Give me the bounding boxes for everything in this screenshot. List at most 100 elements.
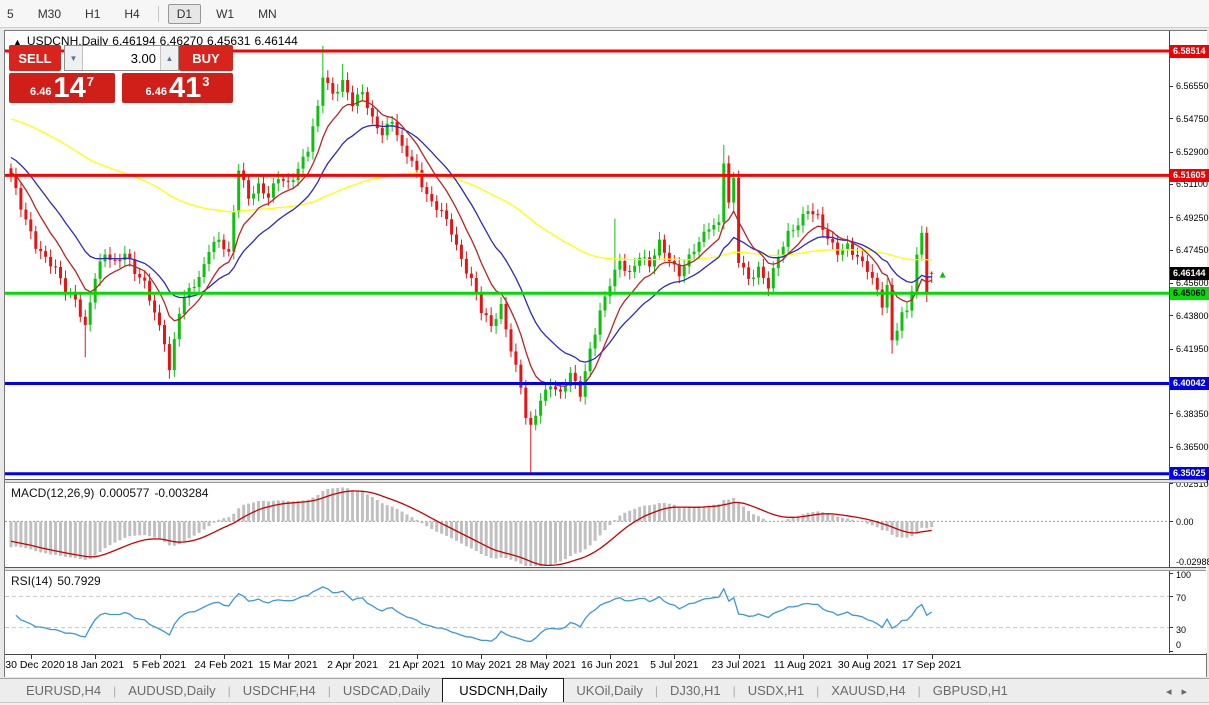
price-plot[interactable] bbox=[5, 31, 1169, 479]
price-tick-label: 6.45600 bbox=[1176, 278, 1209, 289]
macd-rsi-splitter[interactable] bbox=[5, 567, 1206, 571]
date-label: 5 Feb 2021 bbox=[132, 659, 187, 671]
date-label: 28 May 2021 bbox=[515, 659, 576, 671]
price-tick-label: 6.49250 bbox=[1176, 212, 1209, 223]
macd-tick-mark bbox=[1170, 482, 1173, 484]
timeframe-button-5[interactable]: 5 bbox=[7, 6, 14, 21]
date-label: 15 Mar 2021 bbox=[258, 659, 318, 671]
chart-tab-dj30-h1[interactable]: DJ30,H1 bbox=[670, 683, 721, 698]
price-tick-label: 6.52900 bbox=[1176, 147, 1209, 158]
timeframe-button-MN[interactable]: MN bbox=[258, 6, 277, 21]
price-tick-mark bbox=[1170, 217, 1173, 219]
chart-tab-ukoil-daily[interactable]: UKOil,Daily bbox=[576, 683, 643, 698]
timeframe-button-W1[interactable]: W1 bbox=[216, 6, 235, 21]
chart-tab-usdx-h1[interactable]: USDX,H1 bbox=[747, 683, 805, 698]
ohlc-low: 6.45631 bbox=[207, 34, 251, 48]
price-tick-label: 6.41950 bbox=[1176, 344, 1209, 355]
price-tick-label: 6.38350 bbox=[1176, 408, 1209, 419]
chart-window[interactable]: ▲ USDCNH,Daily 6.46194 6.46270 6.45631 6.4614… bbox=[4, 30, 1209, 677]
volume-increase-button[interactable]: ▲ bbox=[160, 46, 178, 70]
tab-scroll-arrows[interactable]: ◂▸ bbox=[1166, 685, 1197, 698]
rsi-tick-mark bbox=[1170, 572, 1173, 574]
chart-tab-audusd-daily[interactable]: AUDUSD,Daily bbox=[128, 683, 216, 698]
buy-price-sup: 3 bbox=[202, 74, 210, 89]
price-tick-label: 6.36500 bbox=[1176, 442, 1209, 453]
macd-tick-label: 0.025108 bbox=[1176, 479, 1209, 489]
date-tick-mark bbox=[95, 655, 97, 659]
price-tick-mark bbox=[1170, 446, 1173, 448]
date-label: 21 Apr 2021 bbox=[388, 659, 446, 671]
macd-value-main: 0.000577 bbox=[99, 486, 150, 500]
rsi-tick-label: 0 bbox=[1176, 640, 1182, 650]
date-label: 11 Aug 2021 bbox=[773, 659, 833, 671]
tab-scroll-left-icon[interactable]: ◂ bbox=[1165, 686, 1182, 698]
level-price-label: 6.35025 bbox=[1170, 467, 1209, 481]
toolbar-separator bbox=[157, 5, 159, 22]
chart-tab-usdcad-daily[interactable]: USDCAD,Daily bbox=[342, 683, 431, 698]
sell-price-sup: 7 bbox=[86, 74, 94, 89]
chart-tab-xauusd-h4[interactable]: XAUUSD,H4 bbox=[831, 683, 906, 698]
timeframe-button-H4[interactable]: H4 bbox=[124, 6, 140, 21]
timeframe-button-H1[interactable]: H1 bbox=[85, 6, 101, 21]
price-macd-splitter[interactable] bbox=[5, 479, 1206, 483]
symbol-period-label: USDCNH,Daily bbox=[26, 34, 109, 48]
rsi-label: RSI(14) 50.7929 bbox=[11, 574, 101, 588]
date-tick-mark bbox=[545, 655, 547, 659]
price-tick-mark bbox=[1170, 151, 1173, 153]
ohlc-close: 6.46144 bbox=[254, 34, 298, 48]
macd-tick-label: 0.00 bbox=[1176, 517, 1194, 528]
volume-decrease-button[interactable]: ▼ bbox=[65, 46, 83, 70]
chart-tab-usdchf-h4[interactable]: USDCHF,H4 bbox=[242, 683, 316, 698]
price-scale[interactable]: 6.56550 6.54750 6.52900 6.51100 6.49250 6.474… bbox=[1169, 31, 1209, 653]
buy-price-small: 6.46 bbox=[145, 86, 167, 98]
tab-separator: | bbox=[327, 684, 331, 698]
timeframe-button-M30[interactable]: M30 bbox=[37, 6, 62, 21]
price-tick-mark bbox=[1170, 249, 1173, 251]
price-tick-label: 6.51100 bbox=[1176, 179, 1208, 190]
macd-tick-mark bbox=[1170, 520, 1173, 522]
date-label: 30 Dec 2020 bbox=[5, 659, 65, 671]
macd-tick-label: -0.029883 bbox=[1176, 557, 1209, 567]
rsi-plot[interactable] bbox=[5, 571, 1169, 653]
ohlc-open: 6.46194 bbox=[112, 34, 156, 48]
buy-button[interactable]: BUY bbox=[179, 45, 233, 71]
chart-title: ▲ USDCNH,Daily 6.46194 6.46270 6.45631 6.4614… bbox=[13, 34, 302, 48]
buy-price-button[interactable]: 6.46 41 3 bbox=[122, 73, 233, 103]
date-tick-mark bbox=[159, 655, 161, 659]
volume-input[interactable] bbox=[83, 46, 160, 70]
date-label: 5 Jul 2021 bbox=[650, 659, 699, 671]
date-label: 16 Jun 2021 bbox=[581, 659, 639, 671]
sell-price-big: 14 bbox=[53, 72, 86, 104]
rsi-tick-label: 70 bbox=[1176, 593, 1187, 604]
date-tick-mark bbox=[867, 655, 869, 659]
date-tick-mark bbox=[416, 655, 418, 659]
chart-tab-gbpusd-h1[interactable]: GBPUSD,H1 bbox=[932, 683, 1008, 698]
sell-price-button[interactable]: 6.46 14 7 bbox=[9, 73, 115, 103]
date-label: 17 Sep 2021 bbox=[901, 659, 962, 671]
date-tick-mark bbox=[803, 655, 804, 659]
date-tick-mark bbox=[738, 655, 740, 659]
status-bar bbox=[0, 702, 1209, 705]
collapse-panel-icon[interactable]: ▲ bbox=[13, 37, 22, 47]
timeframe-button-D1[interactable]: D1 bbox=[167, 3, 202, 24]
date-axis[interactable]: 30 Dec 2020 18 Jan 2021 5 Feb 2021 24 Feb 2… bbox=[5, 654, 1206, 677]
price-tick-label: 6.54750 bbox=[1176, 113, 1209, 124]
rsi-tick-mark bbox=[1170, 595, 1173, 597]
date-label: 30 Aug 2021 bbox=[837, 659, 897, 671]
price-tick-mark bbox=[1170, 282, 1173, 284]
one-click-trading-panel: SELL ▼ ▲ BUY 6.46 14 7 6.46 41 3 bbox=[9, 45, 233, 103]
date-label: 2 Apr 2021 bbox=[327, 659, 378, 671]
macd-plot[interactable] bbox=[5, 483, 1169, 567]
tab-scroll-right-icon[interactable]: ▸ bbox=[1181, 686, 1197, 698]
date-label: 10 May 2021 bbox=[450, 659, 512, 671]
rsi-tick-label: 100 bbox=[1176, 570, 1192, 580]
date-tick-mark bbox=[288, 655, 290, 659]
date-tick-mark bbox=[931, 655, 933, 659]
chart-tab-eurusd-h4[interactable]: EURUSD,H4 bbox=[26, 683, 102, 698]
level-price-label: 6.58514 bbox=[1170, 44, 1209, 58]
tab-separator: | bbox=[654, 684, 658, 698]
sell-button[interactable]: SELL bbox=[9, 45, 61, 71]
price-tick-label: 6.56550 bbox=[1176, 81, 1209, 92]
macd-label: MACD(12,26,9) 0.000577 -0.003284 bbox=[11, 486, 209, 500]
chart-tab-usdcnh-daily[interactable]: USDCNH,Daily bbox=[442, 678, 565, 703]
